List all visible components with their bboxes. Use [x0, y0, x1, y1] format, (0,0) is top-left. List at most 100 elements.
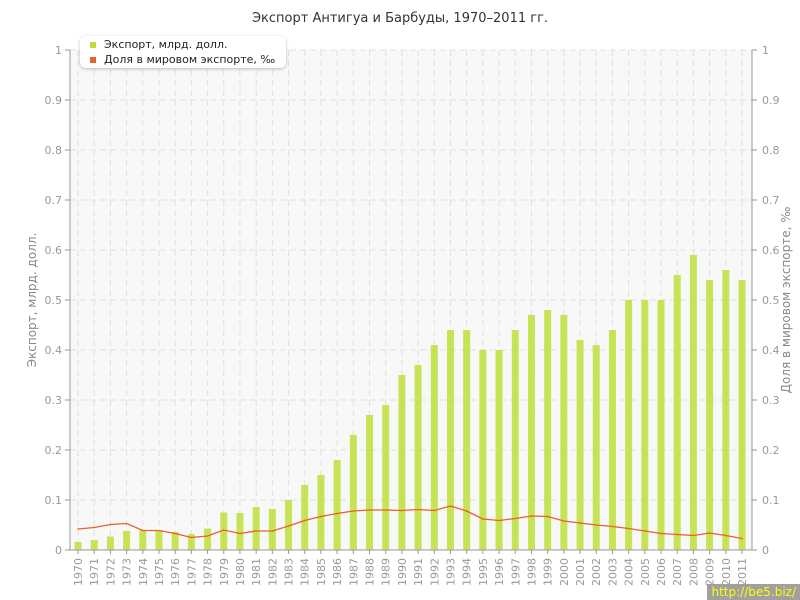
share-point-1974: [141, 529, 144, 532]
y-tick-label-left: 0: [55, 544, 62, 557]
share-point-1978: [206, 535, 209, 537]
share-point-2011: [741, 537, 743, 540]
x-tick-label: 1989: [380, 558, 393, 586]
legend-swatch: [90, 57, 96, 63]
watermark[interactable]: http://be5.biz/: [707, 584, 800, 600]
bar-1973: [123, 531, 131, 550]
bar-1985: [317, 475, 325, 550]
bar-1993: [446, 330, 454, 550]
share-point-2000: [563, 520, 565, 522]
bar-1989: [382, 405, 390, 550]
legend-item-share[interactable]: Доля в мировом экспорте, ‰: [90, 53, 275, 67]
bar-1990: [398, 375, 406, 550]
x-tick-label: 1992: [428, 558, 441, 586]
bar-1976: [171, 532, 179, 550]
bar-2006: [657, 300, 665, 550]
legend: Экспорт, млрд. долл. Доля в мировом эксп…: [80, 36, 286, 68]
x-tick-label: 1997: [509, 558, 522, 586]
x-tick-label: 1972: [104, 558, 117, 586]
x-tick-label: 1996: [493, 558, 506, 586]
y-tick-label-left: 0.6: [45, 244, 63, 257]
bar-1992: [430, 345, 438, 550]
bar-1979: [220, 512, 228, 550]
share-point-1990: [401, 509, 403, 512]
bar-1997: [511, 330, 519, 550]
share-point-2003: [611, 525, 614, 528]
y-tick-label-right: 0.6: [762, 244, 780, 257]
share-point-1996: [498, 519, 500, 522]
y-tick-label-right: 0.5: [762, 294, 780, 307]
share-point-1999: [546, 515, 549, 518]
share-point-1991: [417, 508, 419, 511]
x-tick-label: 1970: [72, 558, 85, 586]
share-point-1979: [222, 529, 225, 531]
x-tick-label: 2008: [687, 558, 700, 586]
x-tick-label: 1973: [121, 558, 134, 586]
bar-1982: [268, 509, 276, 550]
x-tick-label: 2009: [704, 558, 717, 586]
x-tick-label: 2000: [558, 558, 571, 586]
share-point-1972: [109, 523, 112, 526]
bar-1983: [285, 500, 293, 550]
x-tick-label: 1975: [153, 558, 166, 586]
x-tick-label: 1974: [137, 558, 150, 586]
y-tick-label-left: 0.5: [45, 294, 63, 307]
x-tick-label: 1987: [347, 558, 360, 586]
bar-2011: [738, 280, 746, 550]
share-point-1989: [384, 509, 387, 511]
legend-item-export[interactable]: Экспорт, млрд. долл.: [90, 38, 227, 52]
share-point-1988: [368, 509, 371, 511]
y-tick-label-right: 0.1: [762, 494, 780, 507]
share-line: [77, 505, 743, 540]
share-point-2001: [579, 522, 581, 524]
x-tick-label: 1986: [331, 558, 344, 586]
y-tick-label-right: 0.2: [762, 444, 780, 457]
share-point-1975: [158, 529, 160, 532]
x-tick-label: 2002: [590, 558, 603, 586]
x-tick-label: 2011: [736, 558, 749, 586]
share-point-2004: [627, 527, 630, 530]
y-tick-label-left: 0.1: [45, 494, 63, 507]
x-tick-label: 1991: [412, 558, 425, 586]
x-tick-label: 2007: [671, 558, 684, 586]
x-tick-label: 1998: [525, 558, 538, 586]
share-point-1998: [530, 515, 533, 517]
bar-1994: [463, 330, 471, 550]
bar-2002: [592, 345, 600, 550]
legend-label: Экспорт, млрд. долл.: [104, 38, 228, 51]
bar-2000: [560, 315, 568, 550]
share-point-1994: [465, 510, 468, 512]
x-tick-label: 1988: [364, 558, 377, 586]
share-point-1987: [352, 510, 355, 512]
share-point-1980: [239, 532, 241, 535]
y-axis-label-left: Экспорт, млрд. долл.: [25, 233, 39, 368]
share-point-2010: [725, 534, 727, 537]
x-tick-label: 2004: [623, 558, 636, 586]
x-tick-label: 1982: [266, 558, 279, 586]
legend-label: Доля в мировом экспорте, ‰: [104, 53, 276, 66]
x-tick-label: 1994: [461, 558, 474, 586]
bar-1977: [187, 534, 195, 550]
bar-1998: [527, 315, 535, 550]
x-tick-label: 1983: [283, 558, 296, 586]
x-tick-label: 1984: [299, 558, 312, 586]
bar-2001: [576, 340, 584, 550]
y-tick-label-left: 0.9: [45, 94, 63, 107]
bar-2010: [722, 270, 730, 550]
x-tick-label: 1995: [477, 558, 490, 586]
bar-1984: [301, 485, 309, 550]
share-point-1977: [190, 536, 193, 539]
share-point-1995: [482, 518, 484, 520]
bar-1971: [90, 540, 98, 550]
share-point-1982: [271, 530, 274, 532]
bar-2004: [625, 300, 633, 550]
share-point-1993: [449, 505, 452, 507]
y-tick-label-left: 0.2: [45, 444, 63, 457]
share-point-2007: [676, 533, 679, 536]
share-point-1985: [320, 515, 322, 518]
share-point-2002: [595, 524, 598, 526]
chart-title: Экспорт Антигуа и Барбуды, 1970–2011 гг.: [252, 11, 548, 26]
x-tick-label: 1993: [444, 558, 457, 586]
x-tick-label: 1977: [185, 558, 198, 586]
legend-swatch: [90, 42, 96, 48]
